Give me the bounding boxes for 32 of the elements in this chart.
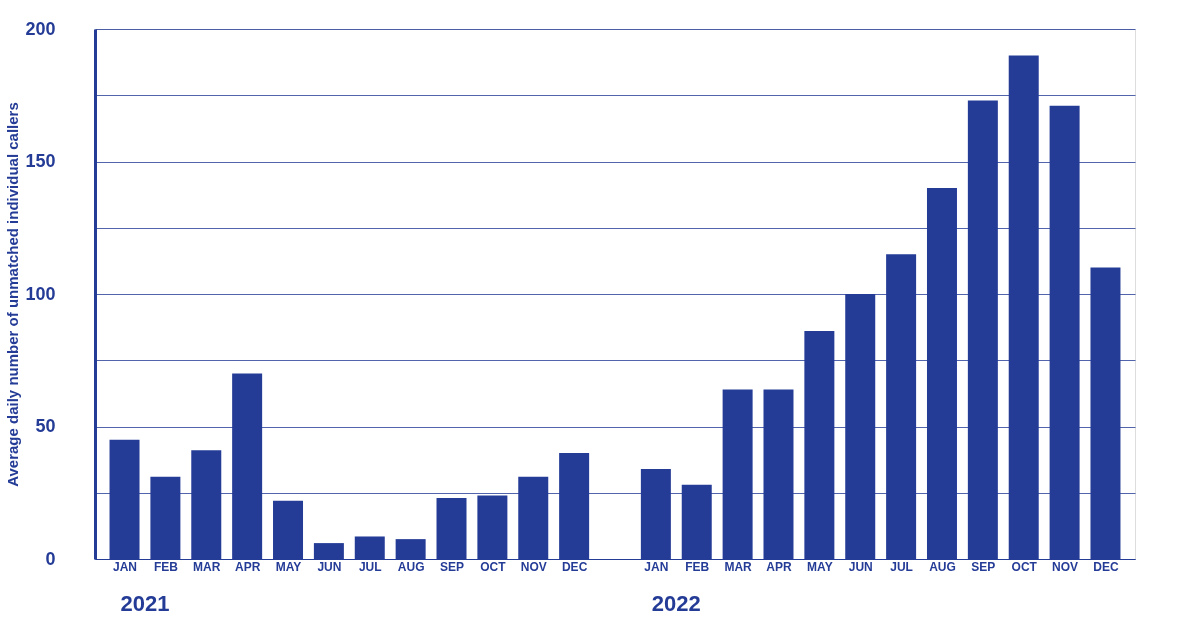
- x-tick-label: MAY: [275, 559, 302, 574]
- y-tick-label: 100: [25, 283, 56, 304]
- x-tick-label: APR: [234, 559, 261, 574]
- x-tick-label: DEC: [561, 559, 588, 574]
- y-axis-title: Average daily number of unmatched individual callers: [4, 102, 22, 487]
- x-tick-label: JUL: [890, 559, 913, 574]
- x-tick-label: MAR: [193, 559, 221, 574]
- y-tick-label: 200: [25, 18, 56, 39]
- x-tick-label: FEB: [153, 559, 179, 574]
- x-tick-label: SEP: [971, 559, 996, 574]
- x-tick-label: NOV: [520, 559, 547, 574]
- x-tick-label: SEP: [440, 559, 465, 574]
- y-tick-label: 50: [35, 416, 56, 436]
- x-tick-label: OCT: [480, 559, 507, 574]
- x-tick-label: MAY: [807, 559, 833, 574]
- x-tick-label: JUN: [317, 559, 342, 574]
- x-tick-label: JAN: [644, 559, 669, 574]
- x-tick-label: OCT: [1011, 559, 1038, 574]
- x-tick-label: JUN: [848, 559, 873, 574]
- x-tick-label: DEC: [1093, 559, 1119, 574]
- x-tick-label: MAR: [724, 559, 753, 574]
- y-tick-label: 150: [25, 151, 56, 171]
- x-tick-label: APR: [766, 559, 792, 574]
- x-tick-label: FEB: [685, 559, 710, 574]
- x-tick-label: NOV: [1052, 559, 1079, 574]
- x-tick-label: JAN: [113, 559, 138, 574]
- text: 2022: [651, 591, 701, 616]
- x-tick-label: AUG: [929, 559, 956, 574]
- y-tick-label: 0: [45, 548, 56, 569]
- x-tick-label: JUL: [358, 559, 382, 574]
- x-tick-label: AUG: [397, 559, 425, 574]
- text: 2021: [120, 591, 170, 616]
